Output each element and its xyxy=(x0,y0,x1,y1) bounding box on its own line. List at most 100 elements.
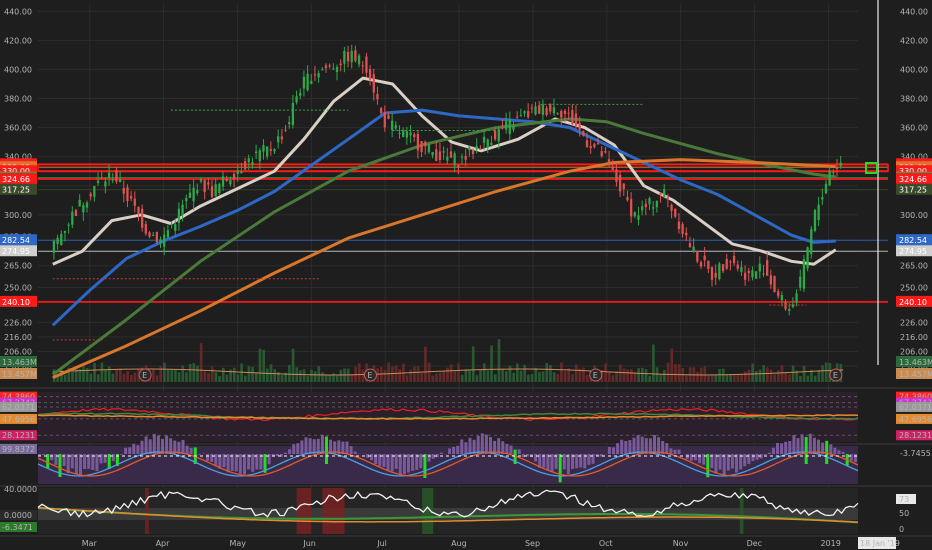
stoch-bar xyxy=(460,439,464,454)
stoch-bar xyxy=(411,454,415,471)
stoch-bar xyxy=(91,454,95,471)
candle-body xyxy=(751,270,754,278)
date-tag-bg xyxy=(858,537,896,549)
stoch-bar xyxy=(562,454,566,470)
price-level-tag-bg xyxy=(896,245,932,257)
stoch-bar xyxy=(595,454,599,456)
candle-body xyxy=(185,198,188,202)
candle-body xyxy=(74,210,78,217)
candle-body xyxy=(280,136,284,140)
candle-body xyxy=(688,243,692,248)
candle-body xyxy=(273,149,276,152)
stoch-bar xyxy=(767,452,771,454)
volume-bar xyxy=(766,367,769,382)
candle-body xyxy=(346,52,350,62)
stoch-bar xyxy=(591,454,595,464)
volume-bar xyxy=(174,369,177,382)
volume-bar xyxy=(405,375,409,382)
candle-body xyxy=(225,178,228,181)
volume-bar xyxy=(501,368,504,382)
x-axis-tick: Aug xyxy=(451,539,467,548)
stoch-bar xyxy=(677,449,681,454)
volume-bar xyxy=(229,369,232,382)
candle-body xyxy=(317,73,320,78)
candle-body xyxy=(585,140,589,147)
stoch-bar xyxy=(571,454,574,470)
stoch-bar xyxy=(665,443,669,454)
stoch-bar xyxy=(148,439,152,454)
stoch-bar xyxy=(853,454,857,463)
ma-mid-line xyxy=(51,108,836,327)
stoch-bar xyxy=(144,436,148,454)
candle-body xyxy=(725,258,728,269)
candle-body xyxy=(758,263,761,272)
price-level-tag-text: 274.95 xyxy=(2,247,30,256)
volume-bar xyxy=(111,373,115,382)
stoch-bar xyxy=(452,446,456,454)
candle-body xyxy=(802,259,806,289)
candle-body xyxy=(681,224,684,235)
volume-bar xyxy=(813,375,817,382)
volume-bar xyxy=(453,371,457,382)
volume-bar xyxy=(604,363,607,382)
stoch-bar xyxy=(378,454,382,467)
candle-body xyxy=(243,161,247,170)
volume-bar xyxy=(85,368,89,382)
stoch-bar xyxy=(759,454,763,459)
candle-body xyxy=(468,146,471,151)
momentum-tag-right-bg xyxy=(896,494,916,504)
volume-bar xyxy=(824,362,828,382)
stoch-bar xyxy=(337,440,341,454)
stoch-bar xyxy=(132,443,136,454)
candle-body xyxy=(740,266,743,273)
volume-tag-low-right: 13.457M xyxy=(899,370,932,379)
stoch-bar xyxy=(95,454,99,471)
candle-body xyxy=(60,233,63,246)
candle-body xyxy=(402,130,405,138)
left-axis-tick: 226.00 xyxy=(4,318,32,327)
stoch-bar xyxy=(374,454,378,465)
volume-bar xyxy=(490,345,493,382)
candle-body xyxy=(666,196,670,200)
stoch-bar xyxy=(780,443,784,454)
candle-body xyxy=(685,232,688,236)
stoch-bar xyxy=(263,454,267,473)
volume-bar xyxy=(273,369,277,382)
stoch-bar xyxy=(267,454,271,465)
stoch-bar xyxy=(62,454,66,466)
volume-bar xyxy=(317,365,321,382)
volume-bar xyxy=(585,374,589,382)
volume-tag-low: 13.457M xyxy=(2,370,37,379)
stoch-bar xyxy=(599,454,603,457)
momentum-highlight xyxy=(739,488,744,534)
volume-bar xyxy=(416,366,420,382)
volume-bar xyxy=(538,372,541,382)
volume-bar xyxy=(791,365,795,382)
volume-bar xyxy=(486,370,490,382)
stoch-bar xyxy=(554,454,558,469)
stoch-bar xyxy=(107,454,111,470)
rsi-tag-left-bg xyxy=(0,391,37,402)
volume-bar xyxy=(552,372,556,382)
stoch-bar xyxy=(464,442,468,454)
volume-bar xyxy=(747,369,751,382)
volume-bar xyxy=(788,374,791,382)
price-level-tag-bg xyxy=(0,234,37,246)
volume-bar xyxy=(615,371,618,382)
price-level-tag-right: 274.95 xyxy=(896,245,932,257)
rsi-tag-left-bg xyxy=(0,401,37,412)
candle-body xyxy=(416,133,420,151)
volume-bar xyxy=(696,371,699,382)
candle-body xyxy=(210,186,214,197)
candle-body xyxy=(519,115,522,117)
candle-body xyxy=(604,151,607,153)
price-level-tag-text: 324.66 xyxy=(899,175,927,184)
candle-body xyxy=(383,111,386,128)
stoch-bar xyxy=(370,454,374,461)
stoch-bar xyxy=(796,438,800,454)
stoch-bar xyxy=(640,436,644,454)
candle-body xyxy=(306,73,309,91)
candle-body xyxy=(747,270,750,274)
stoch-bar xyxy=(497,438,501,454)
stoch-bar xyxy=(87,454,91,469)
